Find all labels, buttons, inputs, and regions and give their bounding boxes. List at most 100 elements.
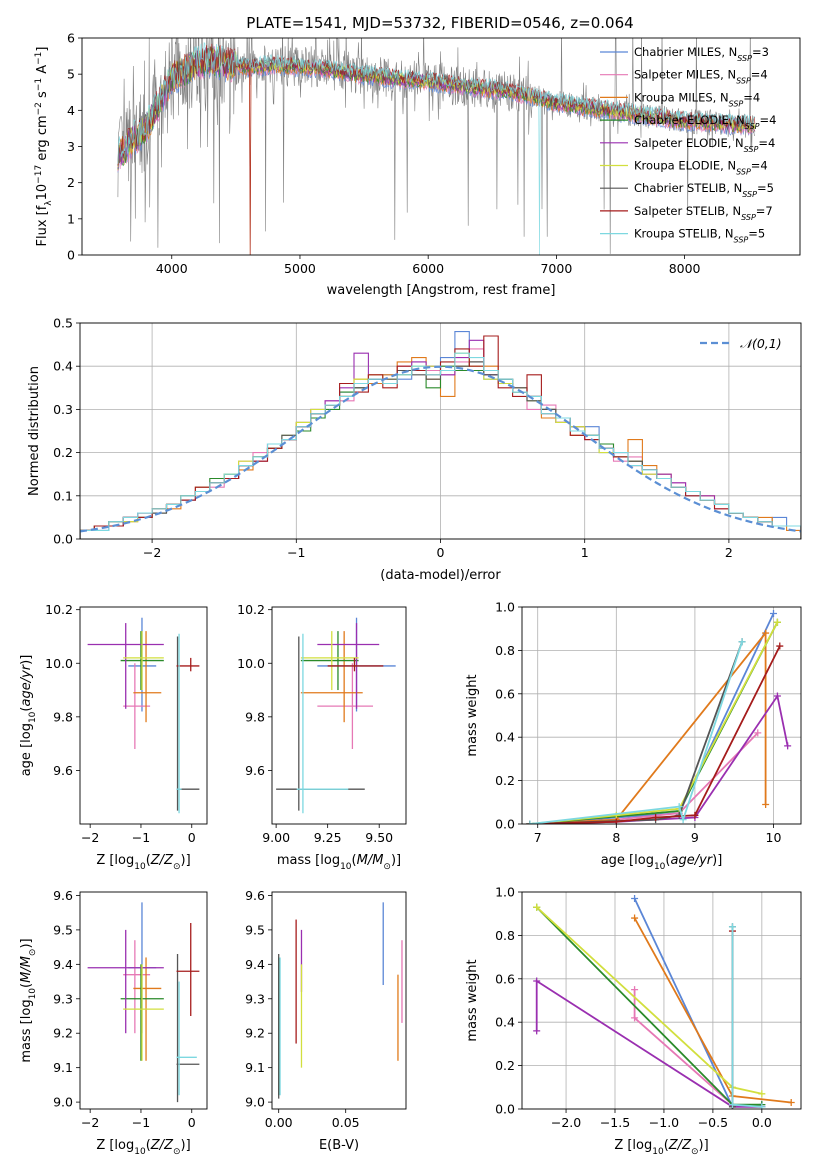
y-tick-label: 0.4 <box>53 359 73 374</box>
data-point <box>762 629 770 637</box>
x-tick-label: 0.05 <box>332 1115 360 1130</box>
data-point <box>784 742 792 750</box>
normal-curve <box>80 365 801 533</box>
y-tick-label: 9.1 <box>53 1060 73 1075</box>
x-tick-label: 9.25 <box>314 830 342 845</box>
weight-series-0 <box>633 898 762 1108</box>
x-tick-label: −2 <box>81 830 99 845</box>
x-axis-label: wavelength [Angstrom, rest frame] <box>327 283 556 298</box>
legend-entry: Salpeter STELIB, NSSP=7 <box>634 204 773 222</box>
y-tick-label: 9.5 <box>53 922 73 937</box>
y-tick-label: 0.5 <box>53 316 73 331</box>
data-point <box>754 729 762 737</box>
y-tick-label: 0.4 <box>495 730 515 745</box>
plot-area <box>276 617 396 814</box>
ebv-mass-panel: 0.00 0.05 9.0 9.1 9.2 9.3 9.4 9.5 9.6 E(B-V) <box>245 888 407 1153</box>
x-tick-label: 8 <box>612 830 620 845</box>
x-tick-label: 7 <box>534 830 542 845</box>
y-tick-label: 4 <box>67 103 75 118</box>
data-point <box>533 977 541 985</box>
histogram-series-8 <box>80 352 801 539</box>
y-tick-label: 9.4 <box>245 957 265 972</box>
y-tick-label: 10.0 <box>45 656 73 671</box>
data-point <box>675 803 683 811</box>
x-tick-label: −2 <box>81 1115 99 1130</box>
y-tick-label: 0.2 <box>495 773 515 788</box>
y-tick-label: 0.4 <box>495 1015 515 1030</box>
y-tick-label: 9.1 <box>245 1060 265 1075</box>
data-point <box>533 1027 541 1035</box>
x-axis-label: Z [log10(Z/Z⊙)] <box>96 1138 190 1157</box>
figure-title: PLATE=1541, MJD=53732, FIBERID=0546, z=0… <box>246 14 633 32</box>
data-point <box>773 692 781 700</box>
x-axis-label: (data-model)/error <box>380 568 501 583</box>
y-tick-label: 3 <box>67 139 75 154</box>
observed-spectrum <box>117 38 756 254</box>
x-tick-label: −1.5 <box>600 1115 630 1130</box>
data-point <box>787 1098 795 1106</box>
y-tick-label: 10.2 <box>237 602 265 617</box>
x-axis-label: mass [log10(M/M⊙)] <box>277 853 401 872</box>
data-point <box>631 986 639 994</box>
y-tick-label: 9.3 <box>53 991 73 1006</box>
x-tick-label: −1 <box>132 1115 150 1130</box>
x-tick-label: 0.0 <box>752 1115 772 1130</box>
data-point <box>738 638 746 646</box>
y-tick-label: 9.6 <box>53 763 73 778</box>
data-point <box>631 895 639 903</box>
y-tick-label: 9.0 <box>245 1095 265 1110</box>
data-point <box>679 816 687 824</box>
x-axis-label: Z [log10(Z/Z⊙)] <box>96 853 190 872</box>
plot-area <box>533 895 795 1109</box>
age-weight-panel: 7 8 9 10 0.0 0.2 0.4 0.6 0.8 1.0 age [log10(age/yr… <box>465 600 802 872</box>
weight-series-4 <box>535 979 762 1108</box>
y-axis-label: mass weight <box>465 674 480 756</box>
y-tick-label: 0.8 <box>495 928 515 943</box>
axes-frame <box>521 891 802 1110</box>
data-point <box>533 903 541 911</box>
x-axis-label: age [log10(age/yr)] <box>601 853 723 872</box>
y-tick-label: 1 <box>67 211 75 226</box>
x-tick-label: 0 <box>188 1115 196 1130</box>
data-point <box>526 820 534 824</box>
plot-area <box>80 331 801 539</box>
weight-series-8 <box>529 641 743 824</box>
mass-age-panel: 9.00 9.25 9.50 9.6 9.8 10.0 10.2 mass [log10(M/… <box>237 602 407 872</box>
y-tick-label: 9.8 <box>245 709 265 724</box>
data-point <box>776 642 784 650</box>
x-tick-label: −1 <box>287 545 305 560</box>
x-tick-label: 9.50 <box>365 830 393 845</box>
x-axis-label: E(B-V) <box>319 1138 359 1153</box>
y-tick-label: 6 <box>67 31 75 46</box>
y-tick-label: 9.2 <box>245 1026 265 1041</box>
x-tick-label: −1 <box>132 830 150 845</box>
legend-entry: Kroupa STELIB, NSSP=5 <box>634 227 765 245</box>
y-tick-label: 5 <box>67 67 75 82</box>
y-tick-label: 0 <box>67 248 75 263</box>
y-tick-label: 2 <box>67 175 75 190</box>
weight-series-8 <box>731 926 762 1108</box>
x-tick-label: 5000 <box>284 261 316 276</box>
y-axis-label: age [log10(age/yr)] <box>19 655 38 777</box>
weight-series-0 <box>529 613 775 824</box>
y-tick-label: 0.1 <box>53 488 73 503</box>
y-tick-label: 10.0 <box>237 656 265 671</box>
axes-frame <box>79 606 208 825</box>
y-tick-label: 9.6 <box>245 763 265 778</box>
legend-entry: 𝒩(0,1) <box>740 336 782 351</box>
y-tick-label: 0.0 <box>495 1102 515 1117</box>
x-tick-label: 4000 <box>156 261 188 276</box>
x-tick-label: 10 <box>766 830 782 845</box>
z-weight-panel: −2.0 −1.5 −1.0 −0.5 0.0 0.0 0.2 0.4 0.6 0.8 1.0 Z [… <box>465 885 802 1157</box>
y-tick-label: 0.6 <box>495 971 515 986</box>
axes-frame <box>271 606 407 825</box>
data-point <box>652 813 660 821</box>
data-point <box>612 818 620 824</box>
y-axis-label: mass weight <box>465 959 480 1041</box>
weight-series-6 <box>529 641 743 824</box>
legend-entry: Salpeter ELODIE, NSSP=4 <box>634 136 775 154</box>
legend: Chabrier MILES, NSSP=3 Salpeter MILES, NS… <box>600 45 776 244</box>
data-point <box>728 1101 736 1109</box>
y-axis-label: mass [log10(M/M⊙)] <box>19 938 38 1062</box>
y-tick-label: 9.6 <box>245 888 265 903</box>
